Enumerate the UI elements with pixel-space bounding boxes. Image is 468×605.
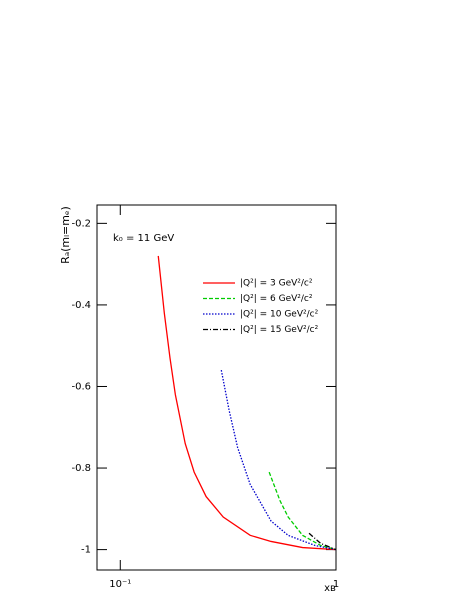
annotation: k₀ = 11 GeV [113,233,174,244]
legend-label: |Q²| = 3 GeV²/c² [240,279,313,289]
legend-label: |Q²| = 6 GeV²/c² [240,294,313,304]
y-tick-label: -0.8 [71,463,91,474]
series-line [157,255,337,551]
x-tick-label: 1 [333,579,339,590]
x-axis-label: xʙ [324,583,336,594]
plot-frame [96,204,337,571]
series-line [220,370,337,551]
y-tick-label: -0.4 [71,300,91,311]
legend-label: |Q²| = 15 GeV²/c² [240,325,319,335]
y-tick-label: -1 [81,545,91,556]
y-tick-label: -0.2 [71,218,91,229]
y-axis-label: Rₐ(mₗ=mₑ) [59,206,72,264]
legend-label: |Q²| = 10 GeV²/c² [240,310,319,320]
series-line [268,471,337,551]
x-tick-label: 10⁻¹ [109,579,131,590]
y-tick-label: -0.6 [71,381,91,392]
